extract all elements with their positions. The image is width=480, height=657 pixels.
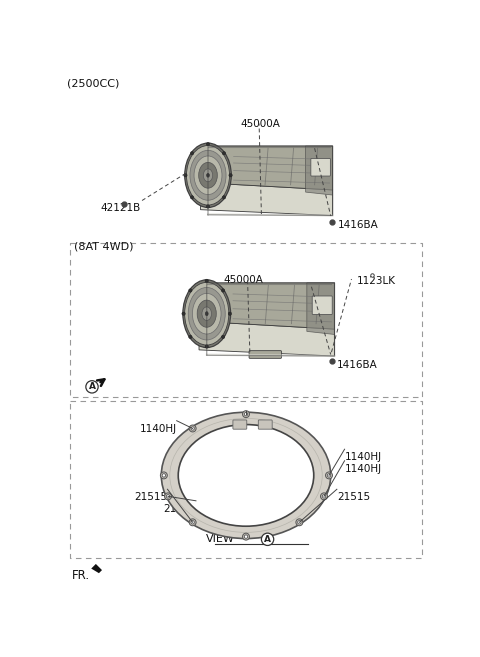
Circle shape [184, 173, 187, 177]
Ellipse shape [199, 162, 217, 188]
FancyBboxPatch shape [258, 420, 272, 429]
Text: 1123LK: 1123LK [357, 277, 396, 286]
Ellipse shape [186, 145, 229, 205]
Circle shape [182, 312, 185, 315]
Polygon shape [306, 146, 333, 195]
Text: A: A [88, 382, 96, 392]
FancyBboxPatch shape [311, 158, 330, 176]
Text: (8AT 4WD): (8AT 4WD) [73, 241, 133, 251]
Ellipse shape [188, 287, 225, 340]
Ellipse shape [185, 143, 231, 208]
Circle shape [165, 493, 171, 500]
Text: 1140HJ: 1140HJ [229, 414, 266, 424]
FancyBboxPatch shape [249, 351, 281, 358]
Circle shape [296, 519, 303, 526]
Circle shape [229, 173, 232, 177]
Circle shape [325, 472, 333, 479]
Circle shape [222, 152, 226, 155]
Circle shape [242, 411, 250, 418]
Ellipse shape [202, 307, 212, 321]
Text: 42121B: 42121B [100, 203, 141, 214]
Text: 45000A: 45000A [240, 118, 281, 129]
Circle shape [321, 493, 327, 500]
Circle shape [191, 196, 194, 199]
Ellipse shape [185, 283, 229, 345]
FancyBboxPatch shape [233, 420, 247, 429]
Text: 21515: 21515 [163, 504, 196, 514]
Text: 1416BA: 1416BA [337, 220, 378, 230]
Text: 1140HJ: 1140HJ [345, 452, 382, 463]
Text: 45000A: 45000A [224, 275, 264, 285]
Circle shape [191, 152, 194, 155]
Circle shape [244, 413, 248, 416]
Circle shape [191, 520, 194, 524]
Polygon shape [199, 283, 335, 329]
Circle shape [322, 495, 326, 498]
Circle shape [206, 205, 210, 208]
Circle shape [189, 335, 192, 338]
Ellipse shape [178, 424, 314, 526]
Ellipse shape [194, 156, 222, 194]
Circle shape [262, 533, 274, 545]
Circle shape [221, 289, 225, 292]
Ellipse shape [197, 300, 216, 327]
Polygon shape [201, 146, 333, 190]
Circle shape [205, 345, 208, 348]
Circle shape [189, 289, 192, 292]
Circle shape [160, 472, 168, 479]
Circle shape [189, 519, 196, 526]
Circle shape [221, 335, 225, 338]
Circle shape [222, 196, 226, 199]
Circle shape [228, 312, 231, 315]
Circle shape [244, 535, 248, 538]
Circle shape [191, 427, 194, 430]
Circle shape [206, 143, 210, 146]
Polygon shape [199, 321, 335, 356]
Text: FR.: FR. [72, 569, 90, 582]
Polygon shape [201, 183, 333, 215]
Polygon shape [91, 564, 105, 579]
Ellipse shape [205, 311, 208, 316]
Polygon shape [307, 283, 335, 334]
Text: 21515: 21515 [134, 492, 168, 503]
Circle shape [162, 474, 166, 477]
Text: 1140HJ: 1140HJ [140, 424, 177, 434]
Circle shape [86, 380, 98, 393]
Ellipse shape [183, 280, 230, 348]
Text: 1416BA: 1416BA [337, 360, 378, 371]
Ellipse shape [190, 150, 226, 200]
Ellipse shape [192, 294, 221, 334]
Text: 1140HJ: 1140HJ [345, 464, 382, 474]
Circle shape [327, 474, 331, 477]
Ellipse shape [206, 173, 209, 177]
Ellipse shape [204, 169, 213, 182]
Circle shape [298, 520, 301, 524]
Circle shape [189, 425, 196, 432]
Circle shape [205, 279, 208, 283]
Circle shape [166, 495, 170, 498]
Text: VIEW: VIEW [205, 534, 234, 544]
Text: A: A [264, 535, 271, 544]
FancyBboxPatch shape [312, 296, 332, 315]
Text: 21515: 21515 [337, 492, 370, 503]
Circle shape [242, 533, 250, 540]
Ellipse shape [161, 412, 331, 539]
Text: (2500CC): (2500CC) [67, 79, 120, 89]
